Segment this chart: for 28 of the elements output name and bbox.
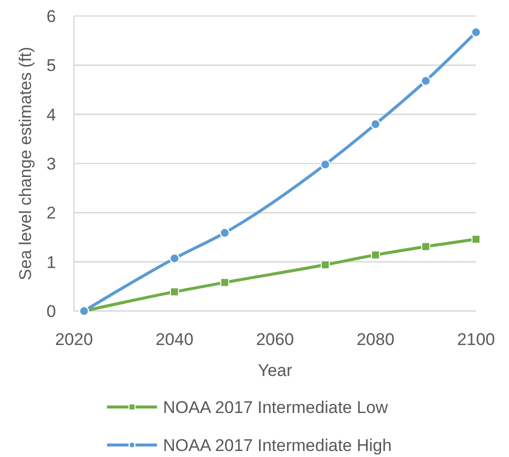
y-tick-label: 4 (46, 105, 56, 124)
y-tick-label: 1 (46, 252, 56, 272)
x-tick-label: 2040 (156, 330, 194, 349)
point (421, 242, 430, 252)
y-tick-label: 5 (46, 56, 56, 76)
x-axis-title: Year (258, 360, 293, 380)
point (371, 250, 380, 260)
point (472, 234, 480, 244)
x-tick-label: 2080 (356, 330, 394, 349)
y-tick-label: 0 (46, 302, 56, 321)
point (220, 228, 230, 238)
y-axis-title: Sea level change estimates (ft) (16, 46, 35, 280)
x-tick-label: 2100 (457, 330, 495, 349)
legend-label: NOAA 2017 Intermediate Low (163, 398, 389, 417)
point (170, 287, 179, 296)
x-tick-label: 2020 (55, 330, 93, 349)
point (169, 253, 180, 264)
y-tick-label: 6 (46, 6, 56, 26)
point (370, 119, 381, 130)
point (320, 260, 330, 270)
point (220, 278, 230, 287)
y-tick-label: 2 (46, 204, 56, 223)
point (420, 76, 431, 86)
y-tick-label: 3 (46, 154, 56, 174)
point (320, 159, 330, 170)
point (470, 27, 482, 38)
x-tick-label: 2060 (256, 330, 294, 349)
legend-label: NOAA 2017 Intermediate High (163, 436, 392, 455)
